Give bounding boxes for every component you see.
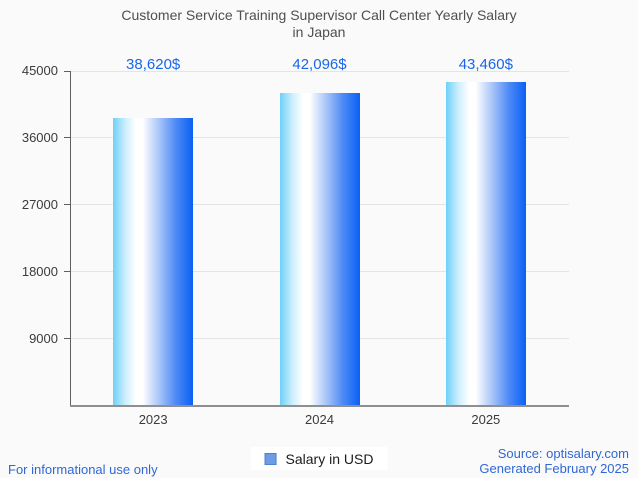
y-tick-mark — [64, 204, 70, 206]
y-tick-label: 45000 — [21, 63, 58, 78]
bar-value-label-2024: 42,096$ — [292, 56, 347, 73]
y-tick-mark — [64, 137, 70, 139]
y-tick-mark — [64, 338, 70, 340]
chart-title: Customer Service Training Supervisor Cal… — [0, 7, 638, 41]
bar-2024 — [279, 92, 360, 406]
chart-title-line1: Customer Service Training Supervisor Cal… — [121, 7, 517, 23]
x-tick-label-2025: 2025 — [471, 412, 501, 427]
source-text: Source: optisalary.com — [497, 446, 629, 461]
bar-value-label-2025: 43,460$ — [458, 56, 513, 73]
legend-label: Salary in USD — [285, 450, 374, 467]
legend[interactable]: Salary in USD — [250, 447, 388, 470]
x-axis-line — [70, 404, 569, 407]
bar-2023 — [113, 118, 194, 406]
bar-2025 — [445, 82, 526, 406]
x-tick-label-2023: 2023 — [138, 412, 168, 427]
y-tick-label: 36000 — [21, 129, 58, 145]
y-tick-label: 9000 — [29, 330, 58, 346]
bar-value-label-2023: 38,620$ — [126, 56, 181, 73]
y-tick-mark — [64, 271, 70, 273]
disclaimer-text: For informational use only — [8, 462, 158, 477]
y-tick-mark — [64, 70, 70, 72]
y-tick-label: 27000 — [21, 196, 58, 212]
x-tick-label-2024: 2024 — [305, 412, 334, 427]
source-block: Source: optisalary.com Generated Februar… — [479, 446, 629, 476]
y-axis-line — [69, 71, 71, 406]
generated-text: Generated February 2025 — [479, 460, 629, 476]
legend-swatch-icon — [264, 452, 277, 465]
chart-title-line2: in Japan — [292, 24, 346, 40]
y-gridline — [70, 70, 569, 72]
y-tick-label: 18000 — [21, 263, 58, 279]
